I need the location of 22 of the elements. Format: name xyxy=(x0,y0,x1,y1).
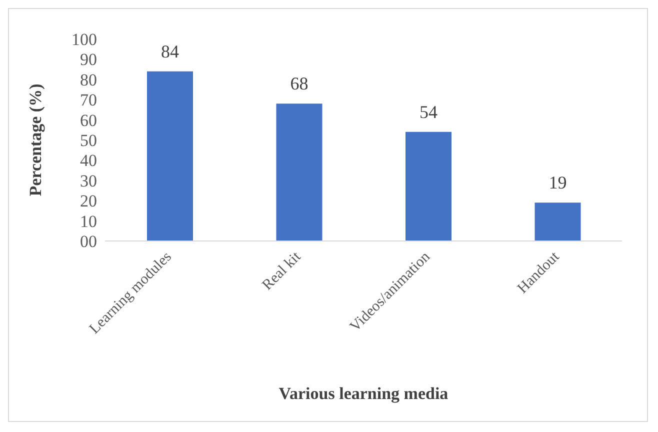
y-tick-label: 90 xyxy=(80,50,97,70)
y-tick-label: 20 xyxy=(80,192,97,211)
y-tick-label: 10 xyxy=(80,212,97,231)
data-label: 68 xyxy=(290,74,308,94)
y-tick-label: 100 xyxy=(72,30,97,50)
x-tick-label: Real kit xyxy=(260,248,305,294)
bar xyxy=(147,71,193,241)
y-tick-label: 70 xyxy=(80,90,97,110)
y-tick-label: 60 xyxy=(80,110,97,130)
x-axis-title: Various learning media xyxy=(278,384,449,403)
bar xyxy=(276,104,322,241)
y-tick-label: 00 xyxy=(80,232,97,252)
y-axis-title: Percentage (%) xyxy=(26,84,46,196)
y-tick-label: 80 xyxy=(80,70,97,90)
bar xyxy=(406,132,452,241)
data-label: 54 xyxy=(420,102,438,122)
data-label: 19 xyxy=(548,172,567,193)
y-tick-label: 40 xyxy=(80,151,97,170)
data-label: 84 xyxy=(161,41,179,62)
bar xyxy=(534,202,581,241)
y-tick-label: 30 xyxy=(80,171,97,190)
y-tick-label: 50 xyxy=(80,131,97,150)
